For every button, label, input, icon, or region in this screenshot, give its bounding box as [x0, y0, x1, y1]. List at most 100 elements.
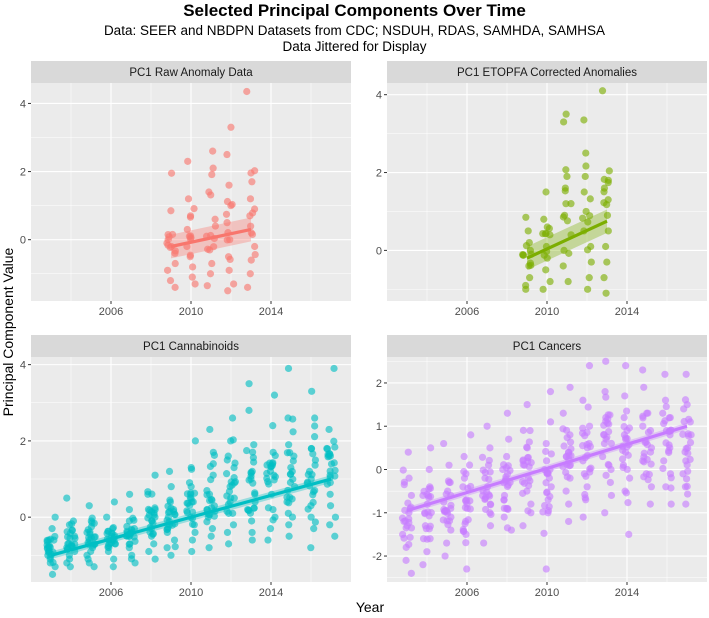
data-point	[684, 490, 692, 498]
y-tick-label: -2	[372, 551, 382, 563]
facet-strip-title: PC1 ETOPFA Corrected Anomalies	[457, 67, 637, 79]
data-point	[90, 563, 98, 571]
data-point	[526, 259, 535, 267]
data-point	[667, 484, 675, 492]
data-point	[263, 461, 271, 469]
data-point	[330, 364, 338, 373]
x-tick-label: 2006	[455, 587, 479, 599]
data-point	[662, 402, 670, 411]
data-point	[425, 493, 433, 502]
data-point	[486, 444, 494, 452]
data-point	[541, 230, 549, 238]
data-point	[587, 464, 595, 472]
data-point	[460, 468, 468, 476]
data-point	[500, 513, 508, 521]
data-point	[208, 170, 216, 179]
data-point	[310, 433, 319, 441]
data-point	[285, 521, 293, 529]
data-point	[562, 110, 570, 118]
data-point	[109, 523, 117, 532]
panel-1: PC1 Raw Anomaly Data 2006 2010 2014 0 2 4	[20, 61, 351, 318]
data-point	[542, 457, 551, 465]
data-point	[560, 442, 568, 450]
data-point	[466, 482, 475, 491]
data-point	[246, 195, 255, 203]
data-point	[486, 522, 495, 530]
data-point	[581, 172, 589, 181]
data-point	[607, 439, 615, 448]
data-point	[404, 448, 412, 456]
data-point	[466, 505, 474, 513]
data-point	[127, 555, 136, 563]
data-point	[578, 429, 587, 437]
data-point	[184, 157, 192, 165]
data-point	[289, 457, 297, 465]
data-point	[665, 441, 673, 449]
data-point	[580, 116, 588, 124]
data-point	[51, 532, 59, 541]
data-point	[171, 259, 179, 268]
data-point	[526, 477, 534, 485]
data-point	[225, 487, 234, 495]
x-tick-label: 2010	[535, 587, 559, 599]
data-point	[188, 547, 196, 556]
data-point	[85, 502, 93, 510]
data-point	[405, 474, 413, 482]
data-point	[527, 458, 535, 467]
data-point	[43, 536, 51, 544]
data-point	[602, 357, 610, 365]
data-point	[249, 479, 257, 487]
data-point	[223, 150, 231, 159]
data-point	[191, 528, 199, 537]
data-point	[307, 544, 315, 552]
data-point	[326, 521, 334, 529]
data-point	[519, 251, 527, 259]
data-point	[487, 501, 495, 509]
data-point	[661, 396, 670, 404]
data-point	[465, 461, 474, 469]
data-point	[188, 508, 197, 516]
x-axis-title: Year	[356, 599, 385, 615]
data-point	[447, 501, 455, 509]
data-point	[620, 413, 628, 422]
data-point	[423, 535, 431, 543]
data-point	[607, 491, 616, 500]
data-point	[602, 471, 610, 479]
panel-3: PC1 Cannabinoids 2006 2010 2014 0 2 4	[20, 335, 351, 599]
data-point	[248, 517, 256, 525]
data-point	[126, 490, 134, 498]
data-point	[665, 414, 673, 422]
data-point	[188, 520, 197, 528]
data-point	[331, 513, 340, 521]
data-point	[69, 517, 78, 525]
data-point	[131, 537, 139, 545]
data-point	[522, 242, 531, 250]
data-point	[542, 188, 550, 196]
data-layer	[43, 364, 340, 578]
data-point	[622, 434, 630, 442]
data-point	[110, 555, 118, 563]
trend-line	[406, 424, 688, 513]
data-point	[562, 453, 571, 461]
data-point	[208, 525, 217, 533]
data-point	[439, 516, 447, 524]
data-point	[467, 431, 475, 439]
data-point	[462, 539, 470, 547]
data-point	[167, 169, 176, 177]
data-point	[460, 474, 469, 482]
x-tick-label: 2010	[179, 306, 203, 318]
data-point	[526, 426, 534, 435]
data-point	[186, 213, 195, 221]
facet-strip	[387, 61, 707, 83]
data-point	[166, 276, 175, 285]
data-point	[660, 419, 668, 428]
data-point	[602, 289, 610, 297]
data-point	[524, 227, 532, 235]
data-point	[583, 483, 591, 491]
data-point	[251, 167, 259, 175]
data-point	[231, 459, 239, 467]
data-point	[527, 500, 535, 508]
data-point	[624, 499, 632, 507]
data-point	[311, 414, 319, 422]
data-point	[326, 490, 334, 498]
